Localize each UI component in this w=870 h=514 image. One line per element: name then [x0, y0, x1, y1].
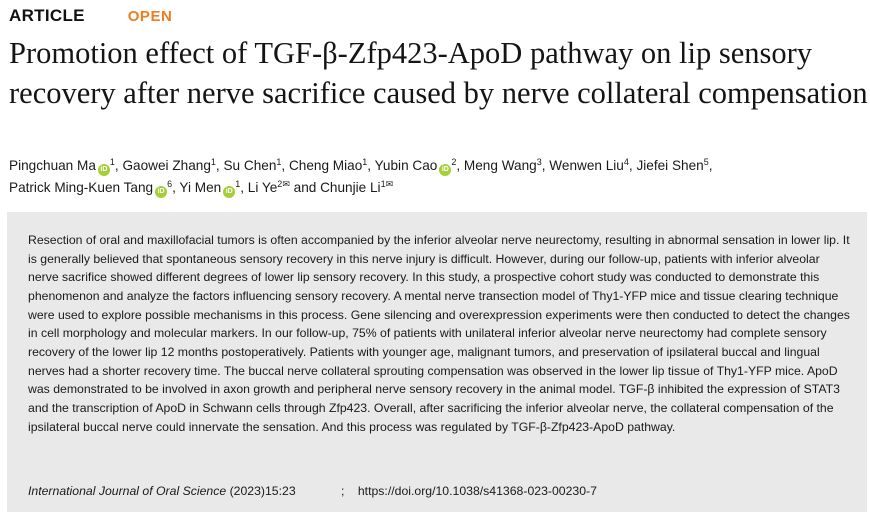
author-name[interactable]: Chunjie Li: [320, 180, 381, 195]
affiliation-number: 2: [277, 179, 283, 189]
affiliation-number: 3: [536, 157, 542, 167]
citation-separator: ;: [341, 484, 345, 498]
author-entry: Yi Men iD1: [179, 179, 241, 198]
paper-title: Promotion effect of TGF-β-Zfp423-ApoD pa…: [9, 36, 868, 110]
doi-link[interactable]: https://doi.org/10.1038/s41368-023-00230…: [357, 484, 597, 498]
affiliation-number: 1: [276, 157, 282, 167]
affiliation-number: 1: [109, 157, 115, 167]
author-separator: ,: [628, 158, 637, 173]
abstract-text: Resection of oral and maxillofacial tumo…: [28, 233, 850, 434]
affiliation-number: 2: [451, 157, 457, 167]
journal-name: International Journal of Oral Science: [28, 484, 227, 498]
author-entry: Wenwen Liu4: [549, 157, 629, 174]
author-separator: ,: [456, 158, 464, 173]
envelope-icon[interactable]: ✉: [282, 179, 290, 189]
author-name[interactable]: Wenwen Liu: [549, 158, 624, 173]
author-entry: Meng Wang3: [463, 157, 542, 174]
article-type-label: ARTICLE: [9, 6, 85, 25]
author-name[interactable]: Jiefei Shen: [636, 158, 704, 173]
affiliation-number: 1: [210, 157, 216, 167]
author-separator: ,: [541, 158, 550, 173]
envelope-icon[interactable]: ✉: [385, 179, 394, 189]
orcid-icon[interactable]: iD: [439, 164, 452, 176]
author-entry: Pingchuan Ma iD1: [9, 157, 115, 176]
author-separator: ,: [215, 158, 224, 173]
author-entry: Jiefei Shen5: [636, 157, 709, 174]
author-name[interactable]: Li Ye: [247, 180, 278, 195]
author-entry: Cheng Miao1: [288, 157, 368, 174]
author-name[interactable]: Cheng Miao: [288, 158, 363, 173]
author-name[interactable]: Pingchuan Ma: [9, 158, 96, 173]
affiliation-number: 1: [362, 157, 368, 167]
author-separator: ,: [367, 158, 375, 173]
author-separator: and: [289, 180, 321, 195]
article-header: ARTICLE OPEN: [9, 5, 172, 27]
citation-line: International Journal of Oral Science (2…: [28, 484, 858, 498]
orcid-icon[interactable]: iD: [223, 186, 236, 198]
affiliation-number: 5: [703, 157, 709, 167]
author-entry: Chunjie Li1✉: [320, 179, 394, 196]
author-separator: ,: [172, 180, 180, 195]
author-entry: Li Ye2✉: [247, 179, 290, 196]
author-name[interactable]: Su Chen: [223, 158, 277, 173]
affiliation-number: 6: [167, 179, 173, 189]
author-entry: Yubin Cao iD2: [374, 157, 457, 176]
affiliation-number: 1: [380, 179, 386, 189]
affiliation-number: 4: [623, 157, 629, 167]
author-separator: ,: [708, 158, 713, 173]
author-name[interactable]: Meng Wang: [463, 158, 537, 173]
author-name[interactable]: Yubin Cao: [374, 158, 438, 173]
author-name[interactable]: Patrick Ming-Kuen Tang: [9, 180, 154, 195]
author-separator: ,: [281, 158, 289, 173]
orcid-icon[interactable]: iD: [155, 186, 168, 198]
author-separator: ,: [240, 180, 248, 195]
author-separator: ,: [114, 158, 123, 173]
open-access-label: OPEN: [127, 7, 173, 25]
author-name[interactable]: Yi Men: [179, 180, 222, 195]
author-entry: Patrick Ming-Kuen Tang iD6: [9, 179, 173, 198]
author-entry: Su Chen1: [223, 157, 282, 174]
author-list: Pingchuan Ma iD1, Gaowei Zhang1, Su Chen1…: [9, 155, 869, 199]
journal-year-volume: (2023)15:23: [229, 484, 296, 498]
author-name[interactable]: Gaowei Zhang: [122, 158, 211, 173]
orcid-icon[interactable]: iD: [97, 164, 110, 176]
author-entry: Gaowei Zhang1: [122, 157, 216, 174]
affiliation-number: 1: [235, 179, 241, 189]
abstract-box: Resection of oral and maxillofacial tumo…: [7, 212, 867, 512]
